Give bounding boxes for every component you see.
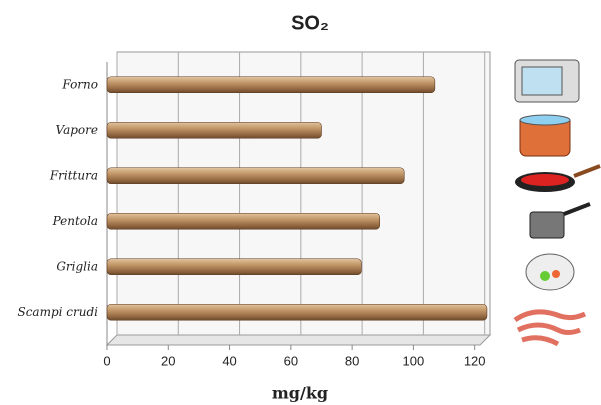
y-tick-label: Pentola [52,214,98,228]
y-tick-label: Vapore [56,123,98,137]
y-tick-label: Frittura [49,168,98,182]
plot-wall [117,52,490,335]
x-axis-label: mg/kg [272,384,328,403]
bar [107,77,435,93]
icons [515,60,600,344]
bar [107,304,487,320]
floor [107,335,490,345]
x-tick-label: 100 [403,353,425,368]
bar [107,122,321,138]
x-tick-label: 60 [284,353,298,368]
bar [107,168,404,184]
x-tick-label: 80 [345,353,359,368]
bar [107,213,380,229]
y-tick-label: Scampi crudi [17,305,98,319]
x-tick-label: 120 [464,353,486,368]
bar [107,259,361,275]
chart-title: SO₂ [291,12,329,34]
y-tick-label: Forno [61,77,98,91]
y-tick-label: Griglia [56,259,98,273]
x-tick-label: 40 [222,353,236,368]
x-tick-label: 0 [103,353,110,368]
x-tick-label: 20 [161,353,175,368]
chart: SO₂ mg/kg 0 20 40 60 80 100 120 Forno Vapore Frit… [0,0,601,405]
